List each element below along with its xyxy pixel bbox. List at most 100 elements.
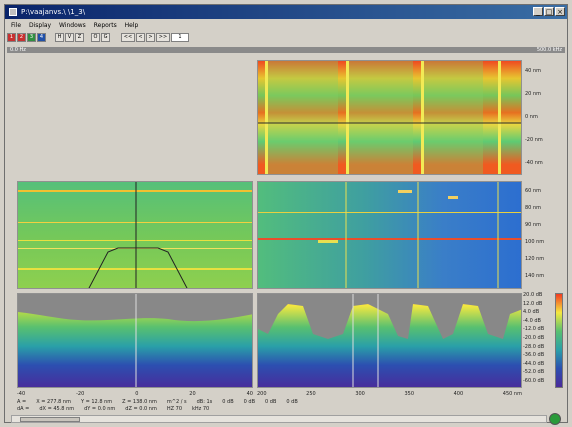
- status-field: m^2 / s: [166, 399, 187, 405]
- status-field: dY = 0.0 nm: [84, 406, 116, 412]
- colorbar-tick: -52.0 dB: [523, 369, 545, 376]
- tool-o[interactable]: O: [91, 33, 100, 42]
- scrollbar-thumb[interactable]: [20, 417, 80, 422]
- y-tick: 80 nm: [525, 205, 541, 211]
- x-tick: -20: [76, 391, 85, 397]
- menu-reports[interactable]: Reports: [93, 22, 117, 29]
- top-right-spectrogram[interactable]: [257, 60, 522, 175]
- status-field: 0 dB: [243, 399, 256, 405]
- minimize-button[interactable]: _: [533, 7, 543, 16]
- colorbar-tick: 12.0 dB: [523, 300, 543, 307]
- tool-next[interactable]: >: [146, 33, 155, 42]
- x-tick: 0: [135, 391, 139, 397]
- tool-3[interactable]: 3: [27, 33, 36, 42]
- colorbar-tick: -20.0 dB: [523, 334, 545, 341]
- x-tick: 350: [404, 391, 415, 397]
- bottom-left-profile[interactable]: [17, 293, 253, 388]
- title-bar: P:\vaajanvs.\ \1_3\ _ □ ×: [5, 5, 567, 19]
- colorbar: [555, 293, 563, 388]
- x-tick: 40: [246, 391, 253, 397]
- status-field: 0 dB: [286, 399, 298, 405]
- menu-windows[interactable]: Windows: [59, 22, 86, 29]
- x-tick: 300: [355, 391, 365, 397]
- range-right-label: 500.0 kHz: [536, 47, 562, 53]
- tool-h[interactable]: H: [55, 33, 64, 42]
- y-tick: -40 nm: [525, 160, 543, 166]
- x-tick: -40: [17, 391, 26, 397]
- status-field: dB: 1s: [196, 399, 213, 405]
- status-field: A =: [17, 399, 27, 405]
- top-right-plot: [258, 61, 521, 174]
- status-field: 0 dB: [222, 399, 234, 405]
- status-field: 0 dB: [265, 399, 277, 405]
- menu-display[interactable]: Display: [28, 22, 52, 29]
- x-tick: 400: [453, 391, 464, 397]
- y-tick: 20 nm: [525, 91, 541, 97]
- bottom-right-profile[interactable]: [257, 293, 522, 388]
- status-row-a: A = X = 277.8 nm Y = 12.8 nm Z = 138.0 n…: [17, 399, 555, 405]
- menu-file[interactable]: File: [11, 22, 22, 29]
- status-field: dA =: [17, 406, 30, 412]
- status-indicator-icon: [549, 413, 561, 425]
- colorbar-tick: -28.0 dB: [523, 343, 545, 350]
- close-button[interactable]: ×: [555, 7, 565, 16]
- mid-right-y-axis: 60 nm 80 nm 90 nm 100 nm 120 nm 140 nm: [525, 183, 544, 285]
- status-field: dX = 45.8 nm: [39, 406, 75, 412]
- tool-v[interactable]: V: [65, 33, 74, 42]
- menu-help[interactable]: Help: [124, 22, 139, 29]
- tool-4[interactable]: 4: [37, 33, 46, 42]
- tool-2[interactable]: 2: [17, 33, 26, 42]
- colorbar-tick: 20.0 dB: [523, 292, 543, 298]
- tool-z[interactable]: Z: [75, 33, 84, 42]
- range-left-label: 0.0 Hz: [10, 47, 26, 53]
- app-icon: [9, 8, 17, 16]
- top-right-y-axis: 40 nm 20 nm 0 nm -20 nm -40 nm: [525, 60, 543, 175]
- frame-input[interactable]: 1: [171, 33, 189, 42]
- tool-last[interactable]: >>: [156, 33, 170, 42]
- x-tick: 200: [257, 391, 267, 397]
- colorbar-tick: -36.0 dB: [523, 352, 545, 359]
- y-tick: -20 nm: [525, 137, 543, 143]
- colorbar-tick: -60.0 dB: [523, 377, 545, 384]
- x-tick: 20: [189, 391, 196, 397]
- tool-g[interactable]: G: [101, 33, 110, 42]
- window-controls: _ □ ×: [533, 7, 565, 16]
- menu-bar: File Display Windows Reports Help: [5, 20, 567, 31]
- x-tick: 250: [306, 391, 316, 397]
- status-field: kHz 70: [192, 406, 210, 412]
- tool-first[interactable]: <<: [121, 33, 135, 42]
- colorbar-tick: 4.0 dB: [523, 309, 540, 316]
- bottom-left-x-axis: -40 -20 0 20 40: [17, 391, 253, 397]
- bottom-right-plot: [258, 294, 521, 387]
- app-window: P:\vaajanvs.\ \1_3\ _ □ × File Display W…: [4, 4, 568, 425]
- status-field: dZ = 0.0 nm: [125, 406, 157, 412]
- frequency-range-bar[interactable]: 0.0 Hz 500.0 kHz: [7, 47, 565, 53]
- tool-1[interactable]: 1: [7, 33, 16, 42]
- horizontal-scrollbar[interactable]: [11, 415, 547, 423]
- y-tick: 60 nm: [525, 188, 541, 194]
- y-tick: 0 nm: [525, 114, 538, 120]
- colorbar-tick: -4.0 dB: [523, 317, 541, 324]
- x-tick: 450 nm: [502, 391, 522, 397]
- y-tick: 100 nm: [525, 239, 545, 245]
- window-title: P:\vaajanvs.\ \1_3\: [21, 8, 86, 16]
- y-tick: 40 nm: [525, 68, 541, 74]
- status-field: X = 277.8 nm: [36, 399, 71, 405]
- bottom-right-x-axis: 200 250 300 350 400 450 nm: [257, 391, 522, 397]
- mid-right-spectrogram[interactable]: [257, 181, 522, 289]
- status-row-b: dA = dX = 45.8 nm dY = 0.0 nm dZ = 0.0 n…: [17, 406, 555, 412]
- tool-prev[interactable]: <: [136, 33, 145, 42]
- mid-right-plot: [258, 182, 521, 288]
- colorbar-tick: -44.0 dB: [523, 360, 545, 367]
- y-tick: 120 nm: [525, 256, 545, 262]
- y-tick: 90 nm: [525, 222, 541, 228]
- maximize-button[interactable]: □: [544, 7, 554, 16]
- y-tick: 140 nm: [525, 273, 545, 279]
- mid-left-spectrogram[interactable]: [17, 181, 253, 289]
- bottom-left-plot: [18, 294, 252, 387]
- mid-left-plot: [18, 182, 252, 288]
- status-field: Z = 138.0 nm: [122, 399, 157, 405]
- toolbar: 1 2 3 4 H V Z O G << < > >> 1: [7, 33, 565, 44]
- colorbar-tick: -12.0 dB: [523, 326, 545, 333]
- status-field: HZ 70: [166, 406, 182, 412]
